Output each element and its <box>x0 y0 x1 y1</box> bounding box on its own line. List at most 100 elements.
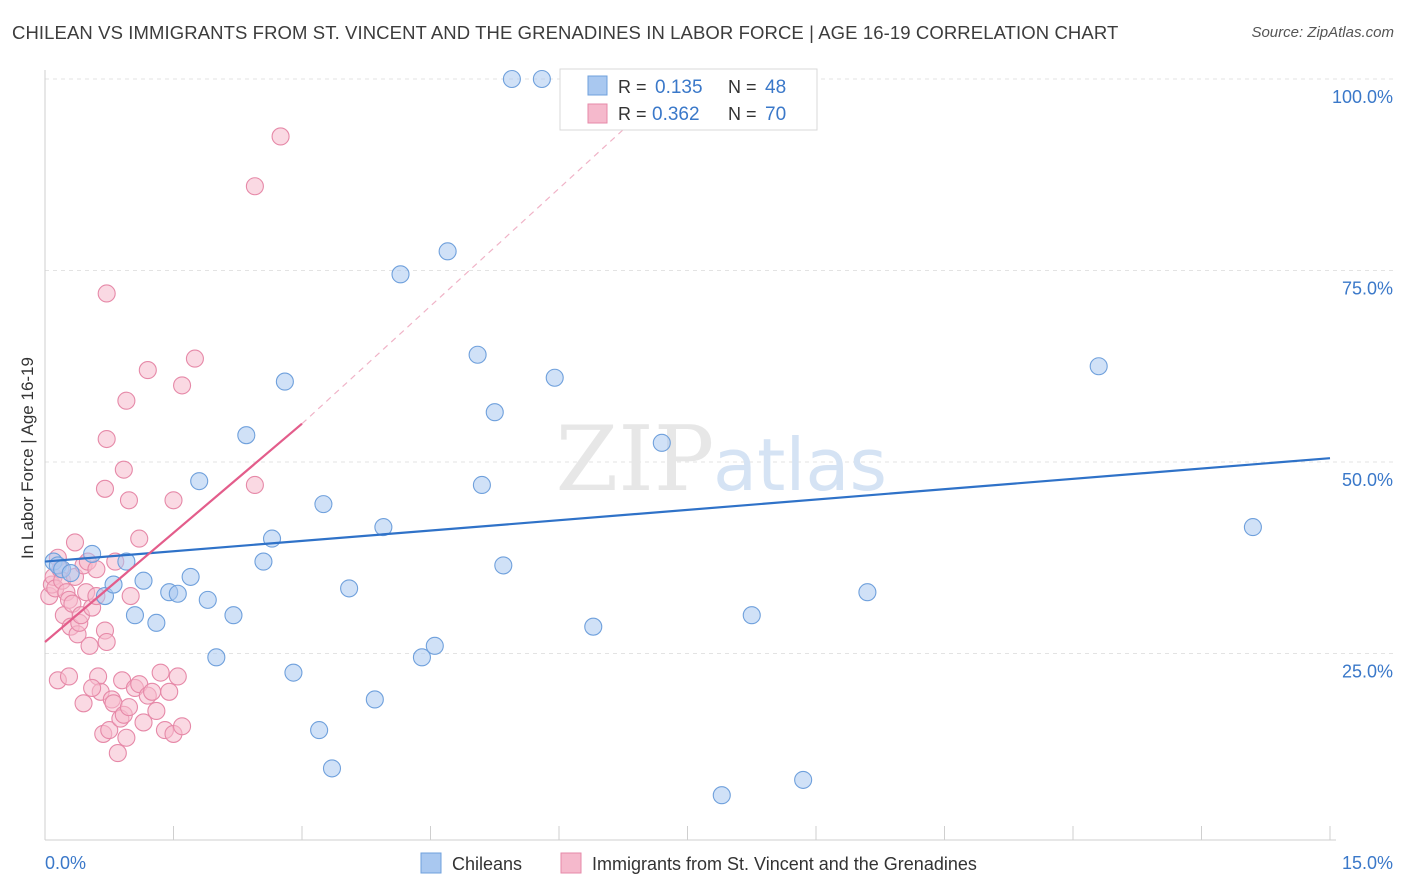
point-chileans-4 <box>83 544 102 563</box>
legend-n-value-immigrants: 70 <box>765 104 786 125</box>
point-chileans-44 <box>794 770 813 789</box>
point-chileans-33 <box>468 345 487 364</box>
point-immigrants-49 <box>173 717 192 736</box>
x-tick-label-max: 15.0% <box>1342 853 1393 873</box>
point-immigrants-55 <box>97 284 116 303</box>
point-chileans-8 <box>134 571 153 590</box>
point-chileans-9 <box>125 606 144 625</box>
legend-n-label-1: N = <box>728 77 757 97</box>
point-immigrants-48 <box>168 667 187 686</box>
point-chileans-18 <box>237 426 256 445</box>
point-immigrants-27 <box>100 721 119 740</box>
y-tick-label-25: 25.0% <box>1342 662 1393 682</box>
point-immigrants-58 <box>114 460 133 479</box>
point-chileans-23 <box>310 721 329 740</box>
point-chileans-34 <box>472 475 491 495</box>
point-chileans-28 <box>374 518 393 537</box>
source-credit: Source: ZipAtlas.com <box>1251 24 1394 41</box>
point-immigrants-66 <box>245 475 264 495</box>
trend-line-immigrants <box>44 422 303 643</box>
point-immigrants-46 <box>160 682 179 701</box>
point-chileans-42 <box>712 786 731 805</box>
point-immigrants-68 <box>271 127 290 146</box>
point-immigrants-40 <box>134 713 153 732</box>
point-chileans-17 <box>224 606 243 625</box>
chart-title: CHILEAN VS IMMIGRANTS FROM ST. VINCENT A… <box>12 22 1119 43</box>
point-immigrants-26 <box>97 632 116 652</box>
point-immigrants-37 <box>121 586 140 606</box>
point-immigrants-65 <box>185 349 204 368</box>
point-chileans-47 <box>1243 518 1262 537</box>
point-immigrants-63 <box>164 491 183 510</box>
point-immigrants-51 <box>59 667 79 686</box>
legend-n-value-chileans: 48 <box>765 77 786 98</box>
point-chileans-24 <box>314 495 333 514</box>
point-immigrants-61 <box>130 529 149 548</box>
point-immigrants-53 <box>83 678 102 698</box>
bottom-legend-swatch-chileans <box>420 852 442 874</box>
point-chileans-19 <box>254 552 273 571</box>
legend-swatch-immigrants <box>587 103 608 124</box>
y-axis-title: In Labor Force | Age 16-19 <box>18 357 37 559</box>
x-tick-label-min: 0.0% <box>45 853 86 873</box>
point-chileans-31 <box>425 636 444 655</box>
point-immigrants-42 <box>143 682 162 701</box>
trend-lines <box>44 93 1331 643</box>
y-tick-label-50: 50.0% <box>1342 470 1393 490</box>
point-chileans-14 <box>190 472 209 491</box>
y-tick-labels: 25.0% 50.0% 75.0% 100.0% <box>1332 87 1393 682</box>
point-immigrants-31 <box>108 744 127 763</box>
point-chileans-16 <box>207 648 226 667</box>
watermark-atlas: atlas <box>713 423 887 507</box>
point-immigrants-44 <box>151 663 170 682</box>
point-immigrants-56 <box>95 479 115 498</box>
point-immigrants-67 <box>245 177 264 196</box>
point-chileans-39 <box>545 368 564 387</box>
point-chileans-22 <box>284 663 303 682</box>
point-chileans-13 <box>181 567 200 586</box>
point-chileans-36 <box>494 556 513 575</box>
point-chileans-45 <box>858 583 877 602</box>
point-immigrants-19 <box>80 636 99 655</box>
bottom-legend: Chileans Immigrants from St. Vincent and… <box>420 852 977 874</box>
point-immigrants-62 <box>138 361 157 380</box>
point-chileans-25 <box>322 759 342 778</box>
point-chileans-37 <box>502 69 521 89</box>
point-chileans-38 <box>532 69 551 89</box>
point-chileans-12 <box>168 584 187 603</box>
data-points <box>40 69 1262 805</box>
point-immigrants-57 <box>97 429 116 449</box>
point-chileans-26 <box>340 579 359 598</box>
top-legend: R = 0.135 N = 48 R = 0.362 N = 70 <box>559 68 818 131</box>
point-chileans-15 <box>198 590 217 609</box>
legend-r-value-immigrants: 0.362 <box>652 104 700 125</box>
legend-swatch-chileans <box>587 75 608 96</box>
point-immigrants-43 <box>147 701 166 721</box>
point-chileans-29 <box>391 265 410 284</box>
point-chileans-46 <box>1089 357 1108 376</box>
point-immigrants-64 <box>173 376 192 395</box>
point-immigrants-60 <box>119 491 139 510</box>
bottom-legend-label-immigrants: Immigrants from St. Vincent and the Gren… <box>592 854 977 874</box>
point-chileans-30 <box>412 648 431 667</box>
point-chileans-21 <box>275 372 294 391</box>
bottom-legend-swatch-immigrants <box>560 852 582 874</box>
trend-line-chileans <box>44 457 1331 563</box>
y-tick-label-75: 75.0% <box>1342 279 1393 299</box>
legend-r-label-2: R = <box>618 104 647 124</box>
point-chileans-40 <box>584 617 603 636</box>
legend-r-value-chileans: 0.135 <box>655 77 703 98</box>
bottom-legend-label-chileans: Chileans <box>452 854 522 874</box>
trend-extension-immigrants <box>301 93 663 425</box>
point-immigrants-52 <box>74 694 93 713</box>
point-chileans-3 <box>61 564 80 583</box>
legend-r-label-1: R = <box>618 77 647 97</box>
x-ticks <box>44 826 1331 840</box>
point-chileans-6 <box>117 552 136 571</box>
point-immigrants-36 <box>119 698 139 717</box>
point-chileans-32 <box>438 242 457 261</box>
point-immigrants-21 <box>87 560 106 579</box>
point-immigrants-69 <box>65 533 85 552</box>
point-chileans-10 <box>147 613 166 632</box>
